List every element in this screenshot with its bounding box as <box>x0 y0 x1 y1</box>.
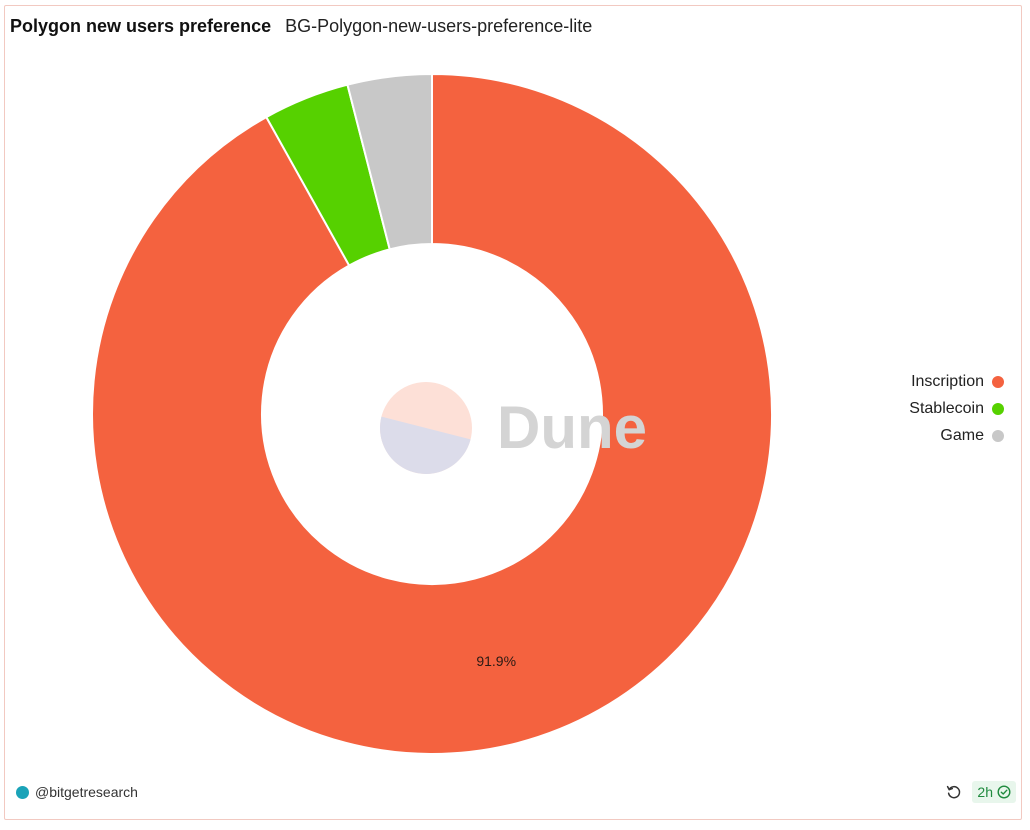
slice-game[interactable] <box>346 72 433 251</box>
legend-label: Stablecoin <box>909 400 984 417</box>
avatar <box>16 785 29 799</box>
slice-inscription[interactable] <box>91 72 773 755</box>
check-circle-icon <box>997 785 1011 799</box>
data-labels-group: 91.9% <box>476 653 516 669</box>
watermark-text: Dune <box>497 394 647 461</box>
data-label-inscription: 91.9% <box>476 653 516 669</box>
watermark-logo-bottom <box>380 416 471 474</box>
legend-label: Game <box>940 427 984 444</box>
legend-item-inscription[interactable]: Inscription <box>911 372 1004 392</box>
footer-status: 2h <box>944 781 1016 803</box>
author-name: @bitgetresearch <box>35 784 138 800</box>
legend-dot <box>992 403 1004 415</box>
legend-dot <box>992 376 1004 388</box>
refresh-icon[interactable] <box>944 782 964 802</box>
author-credit[interactable]: @bitgetresearch <box>16 784 138 800</box>
age-badge: 2h <box>972 781 1016 803</box>
dune-watermark: Dune <box>380 382 647 474</box>
chart-legend: Inscription Stablecoin Game <box>909 372 1004 446</box>
age-text: 2h <box>977 784 993 800</box>
chart-header: Polygon new users preference BG-Polygon-… <box>10 16 592 37</box>
slices-group <box>91 72 773 755</box>
chart-title: Polygon new users preference <box>10 16 272 36</box>
legend-item-game[interactable]: Game <box>940 426 1004 446</box>
legend-label: Inscription <box>911 373 984 390</box>
chart-subtitle: BG-Polygon-new-users-preference-lite <box>285 16 593 36</box>
legend-item-stablecoin[interactable]: Stablecoin <box>909 399 1004 419</box>
legend-dot <box>992 430 1004 442</box>
